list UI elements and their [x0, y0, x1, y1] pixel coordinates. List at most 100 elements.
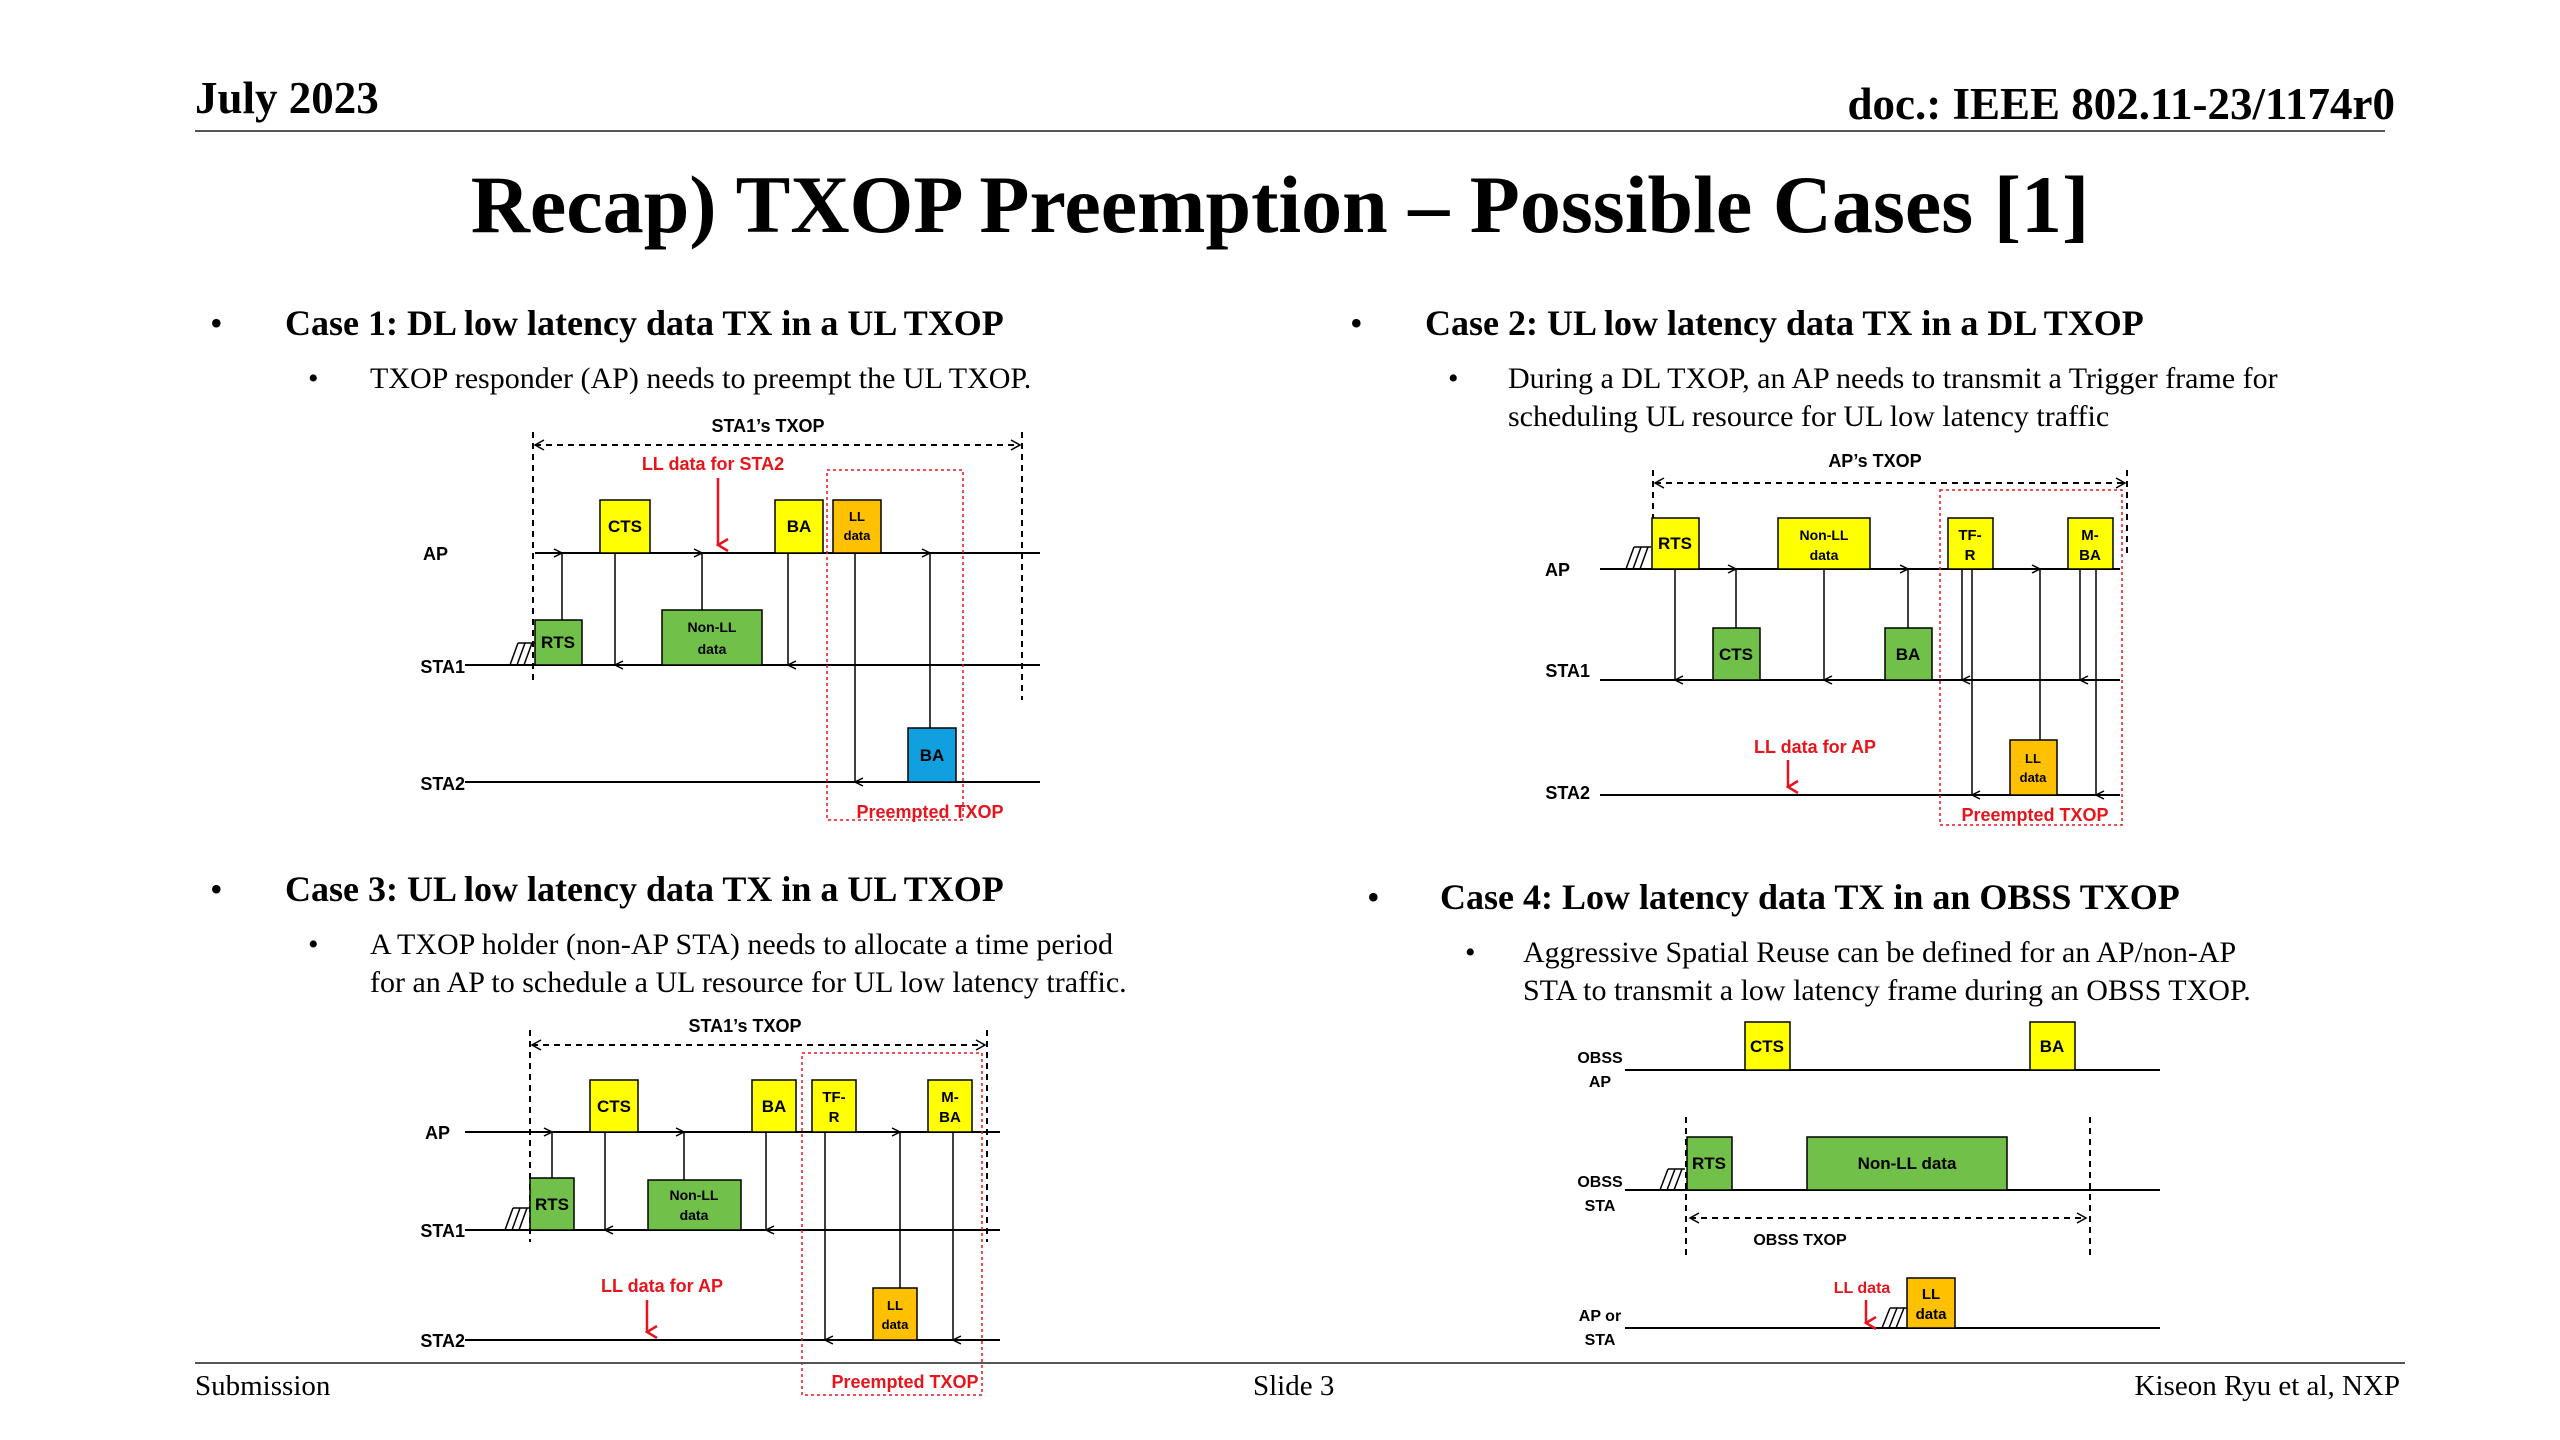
frame-ba-label: BA — [787, 517, 812, 536]
case3-text-line1: A TXOP holder (non-AP STA) needs to allo… — [370, 928, 1113, 961]
frame-ba-sta2 — [907, 727, 957, 783]
bullet-dot: • — [1367, 877, 1380, 917]
frame-cts — [599, 499, 651, 554]
frame-non-ll-data — [1806, 1136, 2008, 1191]
backoff-icon — [1659, 1168, 1685, 1191]
case2-text-line2: scheduling UL resource for UL low latenc… — [1508, 400, 2110, 433]
frame-non-ll-label2: data — [680, 1207, 709, 1223]
frame-ll-label1: LL — [849, 509, 865, 524]
case1-heading: Case 1: DL low latency data TX in a UL T… — [285, 303, 1004, 343]
ll-note: LL data for STA2 — [642, 454, 784, 474]
frame-cts — [1744, 1021, 1791, 1071]
frame-tf-label2: R — [1965, 547, 1976, 564]
frame-m-ba — [2067, 517, 2114, 570]
ll-note: LL data for AP — [601, 1276, 723, 1296]
preempted-region — [1939, 489, 2123, 826]
frame-mba-label2: BA — [2079, 547, 2101, 564]
sub-bullet-dot: • — [308, 362, 319, 395]
bullet-dot: • — [210, 869, 223, 909]
sub-bullet-dot: • — [1448, 362, 1459, 395]
txop-label: STA1’s TXOP — [711, 416, 824, 436]
frame-ll-label1: LL — [1922, 1286, 1940, 1303]
frame-cts-label: CTS — [1719, 645, 1753, 664]
frame-tf-label2: R — [829, 1109, 840, 1126]
case2-text-line1: During a DL TXOP, an AP needs to transmi… — [1508, 362, 2278, 395]
case4-diagram: OBSS AP OBSS STA AP or STA CTS BA RTS No… — [1577, 1021, 2160, 1349]
row-label-obss-sta-1: OBSS — [1577, 1174, 1623, 1191]
frame-ll-data — [1906, 1277, 1956, 1329]
bullet-dot: • — [1350, 303, 1363, 343]
case4-text-line2: STA to transmit a low latency frame duri… — [1523, 974, 2251, 1007]
row-label-sta2: STA2 — [1545, 783, 1590, 803]
row-label-sta2: STA2 — [420, 1331, 465, 1351]
frame-ll-label2: data — [844, 528, 872, 543]
obss-txop-label: OBSS TXOP — [1753, 1232, 1847, 1249]
frame-cts-label: CTS — [1750, 1037, 1784, 1056]
backoff-icon — [1625, 546, 1651, 570]
row-label-sta1: STA1 — [1545, 661, 1590, 681]
frame-non-ll-label1: Non-LL — [1800, 527, 1849, 543]
row-label-ap-or-sta-2: STA — [1585, 1332, 1616, 1349]
frame-ll-label2: data — [2020, 770, 2048, 785]
backoff-icon — [504, 1207, 530, 1231]
case2-heading: Case 2: UL low latency data TX in a DL T… — [1425, 303, 2144, 343]
frame-mba-label2: BA — [939, 1109, 961, 1126]
txop-label: AP’s TXOP — [1828, 451, 1921, 471]
frame-non-ll-label1: Non-LL — [670, 1187, 719, 1203]
frame-ba-label: BA — [762, 1097, 787, 1116]
frame-rts — [529, 1177, 575, 1231]
frame-non-ll-data — [647, 1179, 742, 1231]
case2-diagram: AP’s TXOP AP STA1 STA2 RTS Non-LL data T… — [1545, 451, 2128, 826]
frame-non-ll-data — [1777, 517, 1871, 570]
footer-rule — [195, 1362, 2405, 1364]
frame-ll-label2: data — [1916, 1306, 1948, 1323]
header-doc-id: doc.: IEEE 802.11-23/1174r0 — [1847, 79, 2395, 129]
case1-text: TXOP responder (AP) needs to preempt the… — [370, 362, 1032, 395]
frame-mba-label1: M- — [2081, 527, 2099, 544]
frame-ba-label: BA — [1896, 645, 1921, 664]
row-label-ap-or-sta-1: AP or — [1579, 1308, 1621, 1325]
case1-diagram: STA1’s TXOP LL data for STA2 AP STA1 STA… — [420, 416, 1040, 822]
frame-m-ba — [927, 1079, 973, 1133]
frame-rts-label: RTS — [1692, 1154, 1726, 1173]
header-rule — [195, 130, 2385, 132]
footer-submission: Submission — [195, 1370, 331, 1402]
frame-ba-label: BA — [2040, 1037, 2065, 1056]
frame-ll-data — [872, 1287, 918, 1341]
case3-diagram: STA1’s TXOP AP STA1 STA2 RTS CTS Non-LL … — [420, 1016, 1000, 1396]
row-label-obss-ap-2: AP — [1589, 1074, 1612, 1091]
frame-ba — [774, 499, 824, 554]
frame-non-ll-label1: Non-LL — [688, 619, 737, 635]
frame-cts-label: CTS — [608, 517, 642, 536]
frame-ll-label1: LL — [887, 1298, 903, 1313]
frame-tf-label1: TF- — [1958, 527, 1981, 544]
case3-heading: Case 3: UL low latency data TX in a UL T… — [285, 869, 1004, 909]
ll-note: LL data — [1834, 1280, 1891, 1297]
preempted-label: Preempted TXOP — [831, 1372, 978, 1392]
frame-cts — [589, 1079, 639, 1133]
frame-non-ll-label: Non-LL data — [1858, 1154, 1957, 1173]
frame-ll-label1: LL — [2025, 751, 2041, 766]
footer-slide-number: Slide 3 — [1253, 1370, 1335, 1402]
frame-non-ll-label2: data — [698, 641, 727, 657]
frame-ll-data — [832, 499, 882, 554]
sub-bullet-dot: • — [1465, 936, 1476, 969]
frame-ll-data — [2009, 739, 2058, 796]
preempted-region — [826, 469, 964, 821]
preempted-label: Preempted TXOP — [856, 802, 1003, 822]
frame-ba — [1884, 627, 1933, 681]
frame-ll-label2: data — [882, 1317, 910, 1332]
frame-rts — [534, 619, 583, 666]
sub-bullet-dot: • — [308, 928, 319, 961]
preempted-region — [801, 1052, 983, 1396]
frame-tf-r — [1947, 517, 1994, 570]
frame-tf-label1: TF- — [822, 1089, 845, 1106]
frame-non-ll-label2: data — [1810, 547, 1839, 563]
backoff-icon — [509, 642, 535, 666]
frame-tf-r — [811, 1079, 857, 1133]
row-label-sta1: STA1 — [420, 1221, 465, 1241]
bullet-dot: • — [210, 303, 223, 343]
footer-author: Kiseon Ryu et al, NXP — [2134, 1370, 2400, 1402]
case3-text-line2: for an AP to schedule a UL resource for … — [370, 966, 1127, 999]
case4-heading: Case 4: Low latency data TX in an OBSS T… — [1440, 877, 2180, 917]
